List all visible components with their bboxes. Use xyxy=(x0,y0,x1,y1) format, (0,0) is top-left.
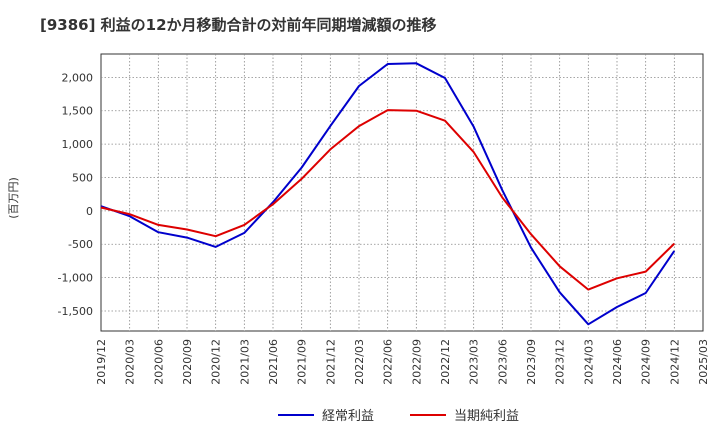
x-tick-label: 2024/06 xyxy=(611,339,624,385)
legend-label-1: 経常利益 xyxy=(322,409,374,424)
y-axis-ticks: -1,500 -1,000 -500 0 500 1,000 1,500 2,000 xyxy=(58,71,93,318)
x-tick-label: 2021/12 xyxy=(324,339,337,385)
x-axis-ticks: 2019/12 2020/03 2020/06 2020/09 2020/12 2021/… xyxy=(95,339,710,385)
x-tick-label: 2024/09 xyxy=(640,339,653,385)
x-tick-label: 2024/03 xyxy=(582,339,595,385)
plot-area xyxy=(100,53,704,332)
y-tick-label: -1,000 xyxy=(58,272,93,285)
y-tick-label: 1,000 xyxy=(62,138,94,151)
x-tick-label: 2023/06 xyxy=(496,339,509,385)
x-tick-label: 2025/03 xyxy=(697,339,710,385)
y-tick-label: -500 xyxy=(68,238,93,251)
legend-label-2: 当期純利益 xyxy=(454,409,519,424)
x-tick-label: 2020/06 xyxy=(152,339,165,385)
x-tick-label: 2021/06 xyxy=(267,339,280,385)
x-tick-label: 2023/03 xyxy=(468,339,481,385)
y-tick-label: -1,500 xyxy=(58,305,93,318)
x-tick-label: 2020/03 xyxy=(124,339,137,385)
x-tick-label: 2022/09 xyxy=(410,339,423,385)
y-tick-label: 1,500 xyxy=(62,105,94,118)
series-line-1 xyxy=(100,62,676,326)
x-tick-label: 2024/12 xyxy=(668,339,681,385)
y-tick-label: 2,000 xyxy=(62,71,94,84)
x-tick-label: 2019/12 xyxy=(95,339,108,385)
x-tick-label: 2022/12 xyxy=(439,339,452,385)
series-line-2 xyxy=(100,109,675,291)
series-lines xyxy=(100,62,676,326)
x-tick-label: 2023/09 xyxy=(525,339,538,385)
y-axis-label: (百万円) xyxy=(7,177,20,219)
x-tick-label: 2021/09 xyxy=(296,339,309,385)
x-tick-label: 2020/12 xyxy=(210,339,223,385)
y-tick-label: 0 xyxy=(86,205,93,218)
x-tick-label: 2020/09 xyxy=(181,339,194,385)
x-tick-label: 2022/03 xyxy=(353,339,366,385)
x-tick-label: 2022/06 xyxy=(382,339,395,385)
legend: 経常利益 当期純利益 xyxy=(278,409,519,424)
x-tick-label: 2023/12 xyxy=(554,339,567,385)
y-tick-label: 500 xyxy=(72,171,93,184)
x-tick-label: 2021/03 xyxy=(238,339,251,385)
chart-title: [9386] 利益の12か月移動合計の対前年同期増減額の推移 xyxy=(40,16,437,34)
